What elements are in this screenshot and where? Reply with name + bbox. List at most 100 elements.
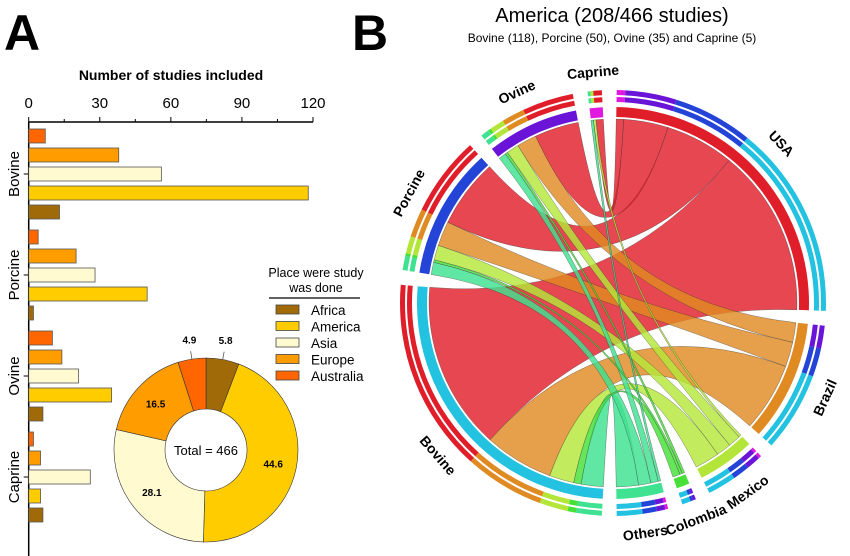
composition-ring-outer-usa <box>675 99 748 142</box>
composition-ring-outer-colombia <box>680 496 691 505</box>
legend-label-africa: Africa <box>311 303 346 318</box>
legend-swatch-africa <box>275 304 300 315</box>
composition-ring-usa <box>624 97 675 112</box>
donut-leader-line <box>190 351 193 360</box>
bar-chart: Number of studies included 0 30 60 90 120 Bov… <box>6 67 326 556</box>
bar-caprine-asia <box>28 469 91 485</box>
ribbon-caprine-usa <box>595 118 624 212</box>
bar-porcine-africa <box>28 305 34 321</box>
composition-ring-usa <box>739 143 819 311</box>
bar-bovine-europe <box>28 147 120 163</box>
bar-caprine-australia <box>28 431 34 447</box>
composition-ring-outer-ovine <box>488 128 494 135</box>
composition-ring-colombia <box>678 490 689 498</box>
ribbon-caprine-others <box>590 119 661 482</box>
legend-label-australia: Australia <box>311 369 364 384</box>
composition-ring-outer-mexico <box>755 452 762 459</box>
sector-label-caprine: Caprine <box>566 62 620 82</box>
sector-arc-others <box>616 482 664 499</box>
composition-ring-outer-brazil <box>816 325 825 349</box>
sector-arc-porcine <box>419 157 489 275</box>
composition-ring-others <box>654 497 664 505</box>
composition-ring-outer-mexico <box>731 463 749 479</box>
composition-ring-brazil <box>762 372 807 441</box>
bar-porcine-australia <box>28 229 39 245</box>
composition-ring-outer-bovine <box>567 506 577 513</box>
composition-ring-usa <box>672 106 744 148</box>
legend-title-line2: was done <box>288 281 343 295</box>
composition-ring-outer-others <box>641 506 657 514</box>
composition-ring-bovine <box>568 499 579 506</box>
sector-label-others: Others <box>622 522 669 544</box>
composition-ring-outer-mexico <box>744 454 759 468</box>
legend-label-america: America <box>311 320 361 335</box>
category-label-ovine: Ovine <box>6 356 23 395</box>
composition-ring-porcine <box>412 254 418 259</box>
ribbon-ovine-colombia <box>505 152 685 474</box>
bar-caprine-europe <box>28 450 41 466</box>
bar-caprine-africa <box>28 507 44 523</box>
legend: Place were study was done AfricaAmericaA… <box>268 266 364 384</box>
donut-label-africa: 5.8 <box>219 336 233 347</box>
composition-ring-outer-porcine <box>405 236 416 255</box>
x-tick-label: 60 <box>163 95 180 112</box>
composition-ring-porcine <box>417 212 433 241</box>
composition-ring-outer-caprine <box>587 91 591 97</box>
sector-label-brazil: Brazil <box>810 377 840 418</box>
composition-ring-outer-ovine <box>481 130 492 140</box>
composition-ring-ovine <box>494 126 510 139</box>
bar-ovine-australia <box>28 330 53 346</box>
composition-ring-outer-bovine <box>470 457 542 503</box>
category-label-caprine: Caprine <box>6 451 23 504</box>
composition-ring-outer-porcine <box>402 255 411 271</box>
composition-ring-bovine <box>475 452 544 497</box>
legend-swatch-america <box>275 321 300 331</box>
composition-ring-bovine <box>577 500 603 509</box>
bar-porcine-america <box>28 286 148 302</box>
composition-ring-outer-usa <box>616 90 626 96</box>
composition-ring-outer-porcine <box>410 209 427 238</box>
x-tick-label: 30 <box>91 95 108 112</box>
composition-ring-bovine <box>407 285 479 457</box>
composition-ring-outer-caprine <box>590 90 594 97</box>
composition-ring-outer-mexico <box>707 474 735 493</box>
composition-ring-outer-caprine <box>593 90 603 96</box>
composition-ring-ovine <box>492 134 498 141</box>
chord-subtitle: Bovine (118), Porcine (50), Ovine (35) a… <box>468 31 757 45</box>
composition-ring-outer-others <box>616 508 643 516</box>
donut-label-america: 44.6 <box>263 459 283 470</box>
sector-arc-ovine <box>491 110 578 157</box>
bar-ovine-europe <box>28 349 63 365</box>
category-label-bovine: Bovine <box>6 151 23 197</box>
bar-bovine-australia <box>28 128 46 144</box>
composition-ring-outer-colombia <box>688 495 694 502</box>
composition-ring-caprine <box>588 98 592 104</box>
donut-slice-australia <box>177 357 207 412</box>
donut-chart: 5.8 44.6 28.1 16.5 4.9 Total = 466 <box>113 335 299 543</box>
donut-label-asia: 28.1 <box>142 488 162 499</box>
donut-label-europe: 16.5 <box>146 400 166 411</box>
composition-ring-mexico <box>750 447 757 453</box>
category-label-porcine: Porcine <box>6 250 23 301</box>
legend-swatch-australia <box>275 370 300 381</box>
composition-ring-mexico <box>727 458 744 473</box>
bar-bovine-africa <box>28 204 60 220</box>
sector-arc-caprine <box>589 107 604 119</box>
bar-caprine-america <box>28 488 41 504</box>
ribbon-caprine-mexico <box>593 119 742 438</box>
x-tick-label: 0 <box>25 95 33 112</box>
composition-ring-outer-ovine <box>523 93 574 115</box>
composition-ring-brazil <box>809 324 818 348</box>
composition-ring-porcine <box>409 257 417 272</box>
composition-ring-others <box>641 499 656 507</box>
legend-swatch-europe <box>275 354 300 364</box>
donut-leader-line <box>222 351 225 360</box>
composition-ring-outer-ovine <box>490 120 506 133</box>
composition-ring-caprine <box>591 97 595 104</box>
composition-ring-porcine <box>427 150 479 215</box>
legend-swatch-asia <box>275 337 300 348</box>
legend-label-europe: Europe <box>311 353 355 368</box>
chord-diagram: America (208/466 studies) Bovine (118), … <box>390 5 840 544</box>
composition-ring-ovine <box>526 100 576 121</box>
